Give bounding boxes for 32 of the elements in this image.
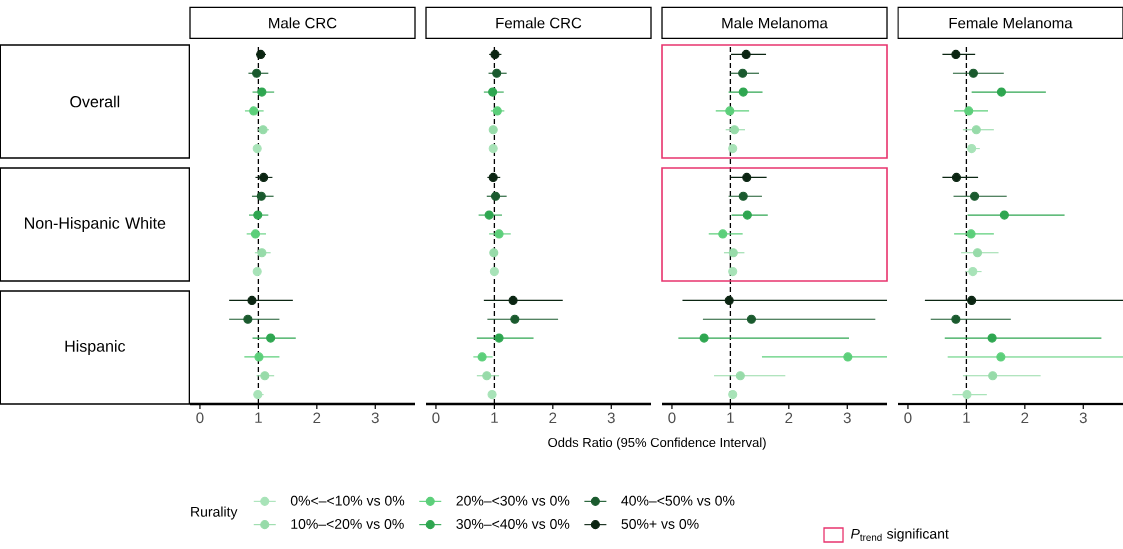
legend-label: 10%–<20% vs 0%: [291, 518, 404, 529]
y-tick-label: Hispanic: [65, 340, 126, 355]
chart-title: Female CRC: [496, 17, 582, 29]
x-tick-label: 2: [549, 412, 557, 424]
x-axis-title: Odds Ratio (95% Confidence Interval): [548, 437, 766, 450]
x-tick-label: 0: [668, 412, 676, 424]
legend-label: 40%–<50% vs 0%: [621, 495, 735, 506]
y-tick-label: Overall: [70, 95, 120, 108]
legend-title: Rurality: [191, 506, 238, 520]
legend-label: 30%–<40% vs 0%: [456, 518, 570, 529]
x-tick-label: 1: [963, 412, 970, 423]
x-tick-label: 1: [727, 412, 734, 423]
legend-label: 20%–<30% vs 0%: [456, 495, 570, 506]
chart-title: Female Melanoma: [949, 17, 1073, 29]
x-tick-label: 2: [1021, 412, 1029, 424]
x-tick-label: 1: [491, 412, 498, 423]
x-tick-label: 1: [255, 412, 262, 423]
x-tick-label: 2: [313, 412, 321, 424]
x-tick-label: 0: [196, 412, 204, 424]
x-tick-label: 2: [785, 412, 793, 424]
x-tick-label: 3: [1079, 412, 1087, 424]
y-tick-label: Non-Hispanic White: [25, 217, 166, 232]
legend-label: 50%+ vs 0%: [621, 518, 699, 529]
legend-label: 0%<–<10% vs 0%: [290, 495, 405, 506]
x-tick-label: 3: [843, 412, 851, 424]
x-tick-label: 3: [607, 412, 615, 424]
x-tick-label: 3: [371, 412, 379, 424]
chart-title: Male Melanoma: [722, 17, 828, 29]
text: P$_{trend}$ significant: [850, 528, 949, 542]
x-tick-label: 0: [904, 412, 912, 424]
x-tick-label: 0: [432, 412, 440, 424]
chart-title: Male CRC: [269, 17, 337, 29]
